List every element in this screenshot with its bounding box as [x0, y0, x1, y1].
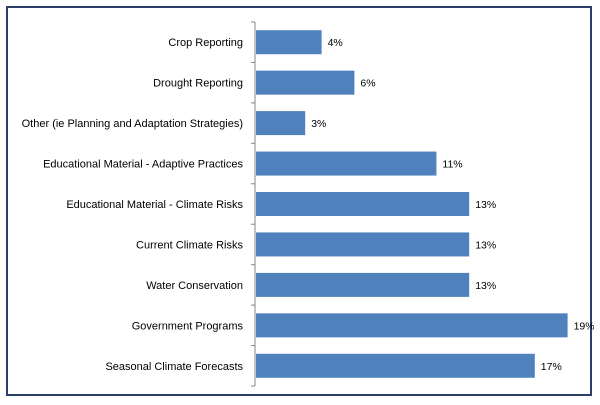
category-label: Government Programs — [132, 320, 244, 332]
category-label: Educational Material - Adaptive Practice… — [43, 159, 243, 171]
category-label: Seasonal Climate Forecasts — [105, 361, 243, 373]
data-label: 13% — [475, 239, 496, 251]
bar — [256, 272, 470, 297]
data-label: 11% — [442, 159, 462, 171]
category-label: Drought Reporting — [153, 78, 243, 90]
data-label: 4% — [328, 37, 343, 49]
category-label: Current Climate Risks — [136, 239, 243, 251]
data-label: 13% — [475, 199, 496, 211]
bar — [256, 151, 437, 176]
category-label: Water Conservation — [146, 280, 243, 292]
bar — [256, 111, 306, 136]
bar — [256, 313, 568, 338]
category-label: Crop Reporting — [168, 37, 243, 49]
data-label: 19% — [574, 320, 594, 332]
data-label: 6% — [360, 78, 375, 90]
bar — [256, 353, 535, 378]
bar — [256, 192, 470, 216]
bar — [256, 70, 355, 95]
chart-frame: Crop Reporting 4% Drought Reporting 6% Other… — [6, 6, 594, 396]
category-label: Other (ie Planning and Adaptation Strate… — [22, 118, 243, 130]
bar-chart: Crop Reporting 4% Drought Reporting 6% Other… — [22, 21, 594, 387]
data-label: 17% — [541, 361, 562, 373]
data-label: 13% — [475, 280, 496, 292]
bar — [256, 232, 470, 257]
category-label: Educational Material - Climate Risks — [66, 199, 243, 211]
bar — [256, 30, 322, 55]
data-label: 3% — [311, 118, 326, 130]
